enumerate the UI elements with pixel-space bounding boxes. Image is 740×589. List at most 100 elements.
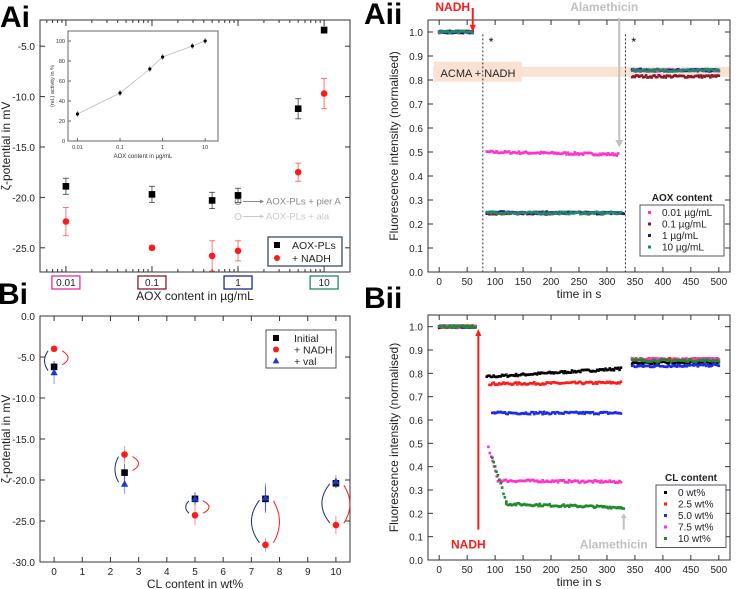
data-point <box>517 211 521 215</box>
data-point <box>520 383 523 386</box>
data-point <box>542 212 546 215</box>
data-point <box>569 371 572 375</box>
data-point <box>674 364 677 368</box>
data-point <box>548 381 551 384</box>
data-point <box>576 211 579 214</box>
data-point <box>647 361 651 365</box>
data-point <box>552 480 556 483</box>
legend-marker <box>648 222 651 226</box>
data-point <box>668 74 672 78</box>
data-point <box>565 504 568 508</box>
data-point <box>507 382 511 386</box>
data-point <box>602 211 606 214</box>
data-point <box>534 372 537 375</box>
data-point <box>597 412 600 416</box>
data-point <box>640 361 644 364</box>
legend-marker <box>273 346 279 353</box>
data-point <box>485 210 489 214</box>
data-point <box>572 410 575 414</box>
data-point <box>583 412 586 416</box>
data-point <box>657 357 660 361</box>
data-point <box>528 151 532 155</box>
data-point <box>612 411 616 415</box>
data-point <box>595 153 599 157</box>
data-point <box>665 365 669 369</box>
data-point <box>579 212 582 216</box>
x-tick-label: 450 <box>683 277 700 288</box>
data-point <box>496 410 500 414</box>
data-point <box>560 504 564 507</box>
data-point <box>717 69 721 73</box>
data-point <box>653 357 656 360</box>
data-point <box>688 358 691 362</box>
x-value-box-label: 10 <box>319 278 331 289</box>
x-value-box <box>223 275 253 290</box>
data-point <box>50 345 58 353</box>
data-point <box>566 504 570 507</box>
data-point <box>608 211 612 215</box>
data-point <box>510 151 514 155</box>
data-point <box>700 69 704 72</box>
y-tick-label: 0.2 <box>409 220 423 231</box>
y-tick-label: -25.0 <box>12 517 35 528</box>
inhibitor-point <box>234 213 242 221</box>
data-point <box>619 210 623 214</box>
data-point <box>545 210 549 213</box>
data-point <box>601 481 605 484</box>
data-point <box>702 69 705 73</box>
data-point <box>696 362 700 365</box>
data-point <box>531 373 535 376</box>
data-point <box>506 480 509 484</box>
data-point <box>518 412 522 416</box>
data-point <box>639 358 642 362</box>
data-point <box>650 360 654 363</box>
data-point <box>651 359 655 362</box>
data-point <box>446 324 449 327</box>
data-point <box>713 361 716 365</box>
data-point <box>555 211 558 214</box>
data-point <box>577 412 581 415</box>
data-point <box>593 153 596 157</box>
data-point <box>639 74 642 78</box>
data-point <box>716 68 719 71</box>
data-point <box>579 481 582 484</box>
data-point <box>709 67 712 71</box>
data-point <box>700 363 704 366</box>
legend <box>655 484 727 548</box>
data-point <box>602 480 606 484</box>
data-point <box>450 31 454 35</box>
data-point <box>616 481 620 484</box>
data-point <box>579 505 582 508</box>
x-tick-label: 10 <box>330 567 342 578</box>
x-tick-label: 9 <box>305 567 311 578</box>
y-tick-label: 0.5 <box>409 439 423 450</box>
data-point <box>492 411 496 414</box>
data-point <box>502 374 505 377</box>
x-tick-label: 100 <box>487 277 504 288</box>
data-point <box>653 74 656 77</box>
data-point <box>489 149 493 153</box>
data-point <box>504 502 508 505</box>
data-point <box>486 150 490 153</box>
data-point <box>573 411 577 414</box>
data-point <box>676 361 680 364</box>
data-point <box>616 506 620 509</box>
data-point <box>611 211 614 215</box>
data-point <box>562 381 565 385</box>
data-point <box>587 479 591 483</box>
data-point <box>649 365 652 369</box>
data-point <box>523 381 526 385</box>
data-point <box>612 153 616 157</box>
y-tick-label: 0.0 <box>409 268 423 279</box>
y-tick-label: 0.4 <box>409 463 423 474</box>
data-point <box>534 211 537 214</box>
data-point <box>559 505 563 508</box>
data-point <box>569 381 572 384</box>
data-point <box>692 360 695 363</box>
data-point <box>566 481 570 484</box>
data-point <box>546 211 550 214</box>
data-point <box>675 365 679 368</box>
data-point <box>699 74 702 77</box>
data-point <box>491 456 494 459</box>
data-point <box>632 67 635 71</box>
